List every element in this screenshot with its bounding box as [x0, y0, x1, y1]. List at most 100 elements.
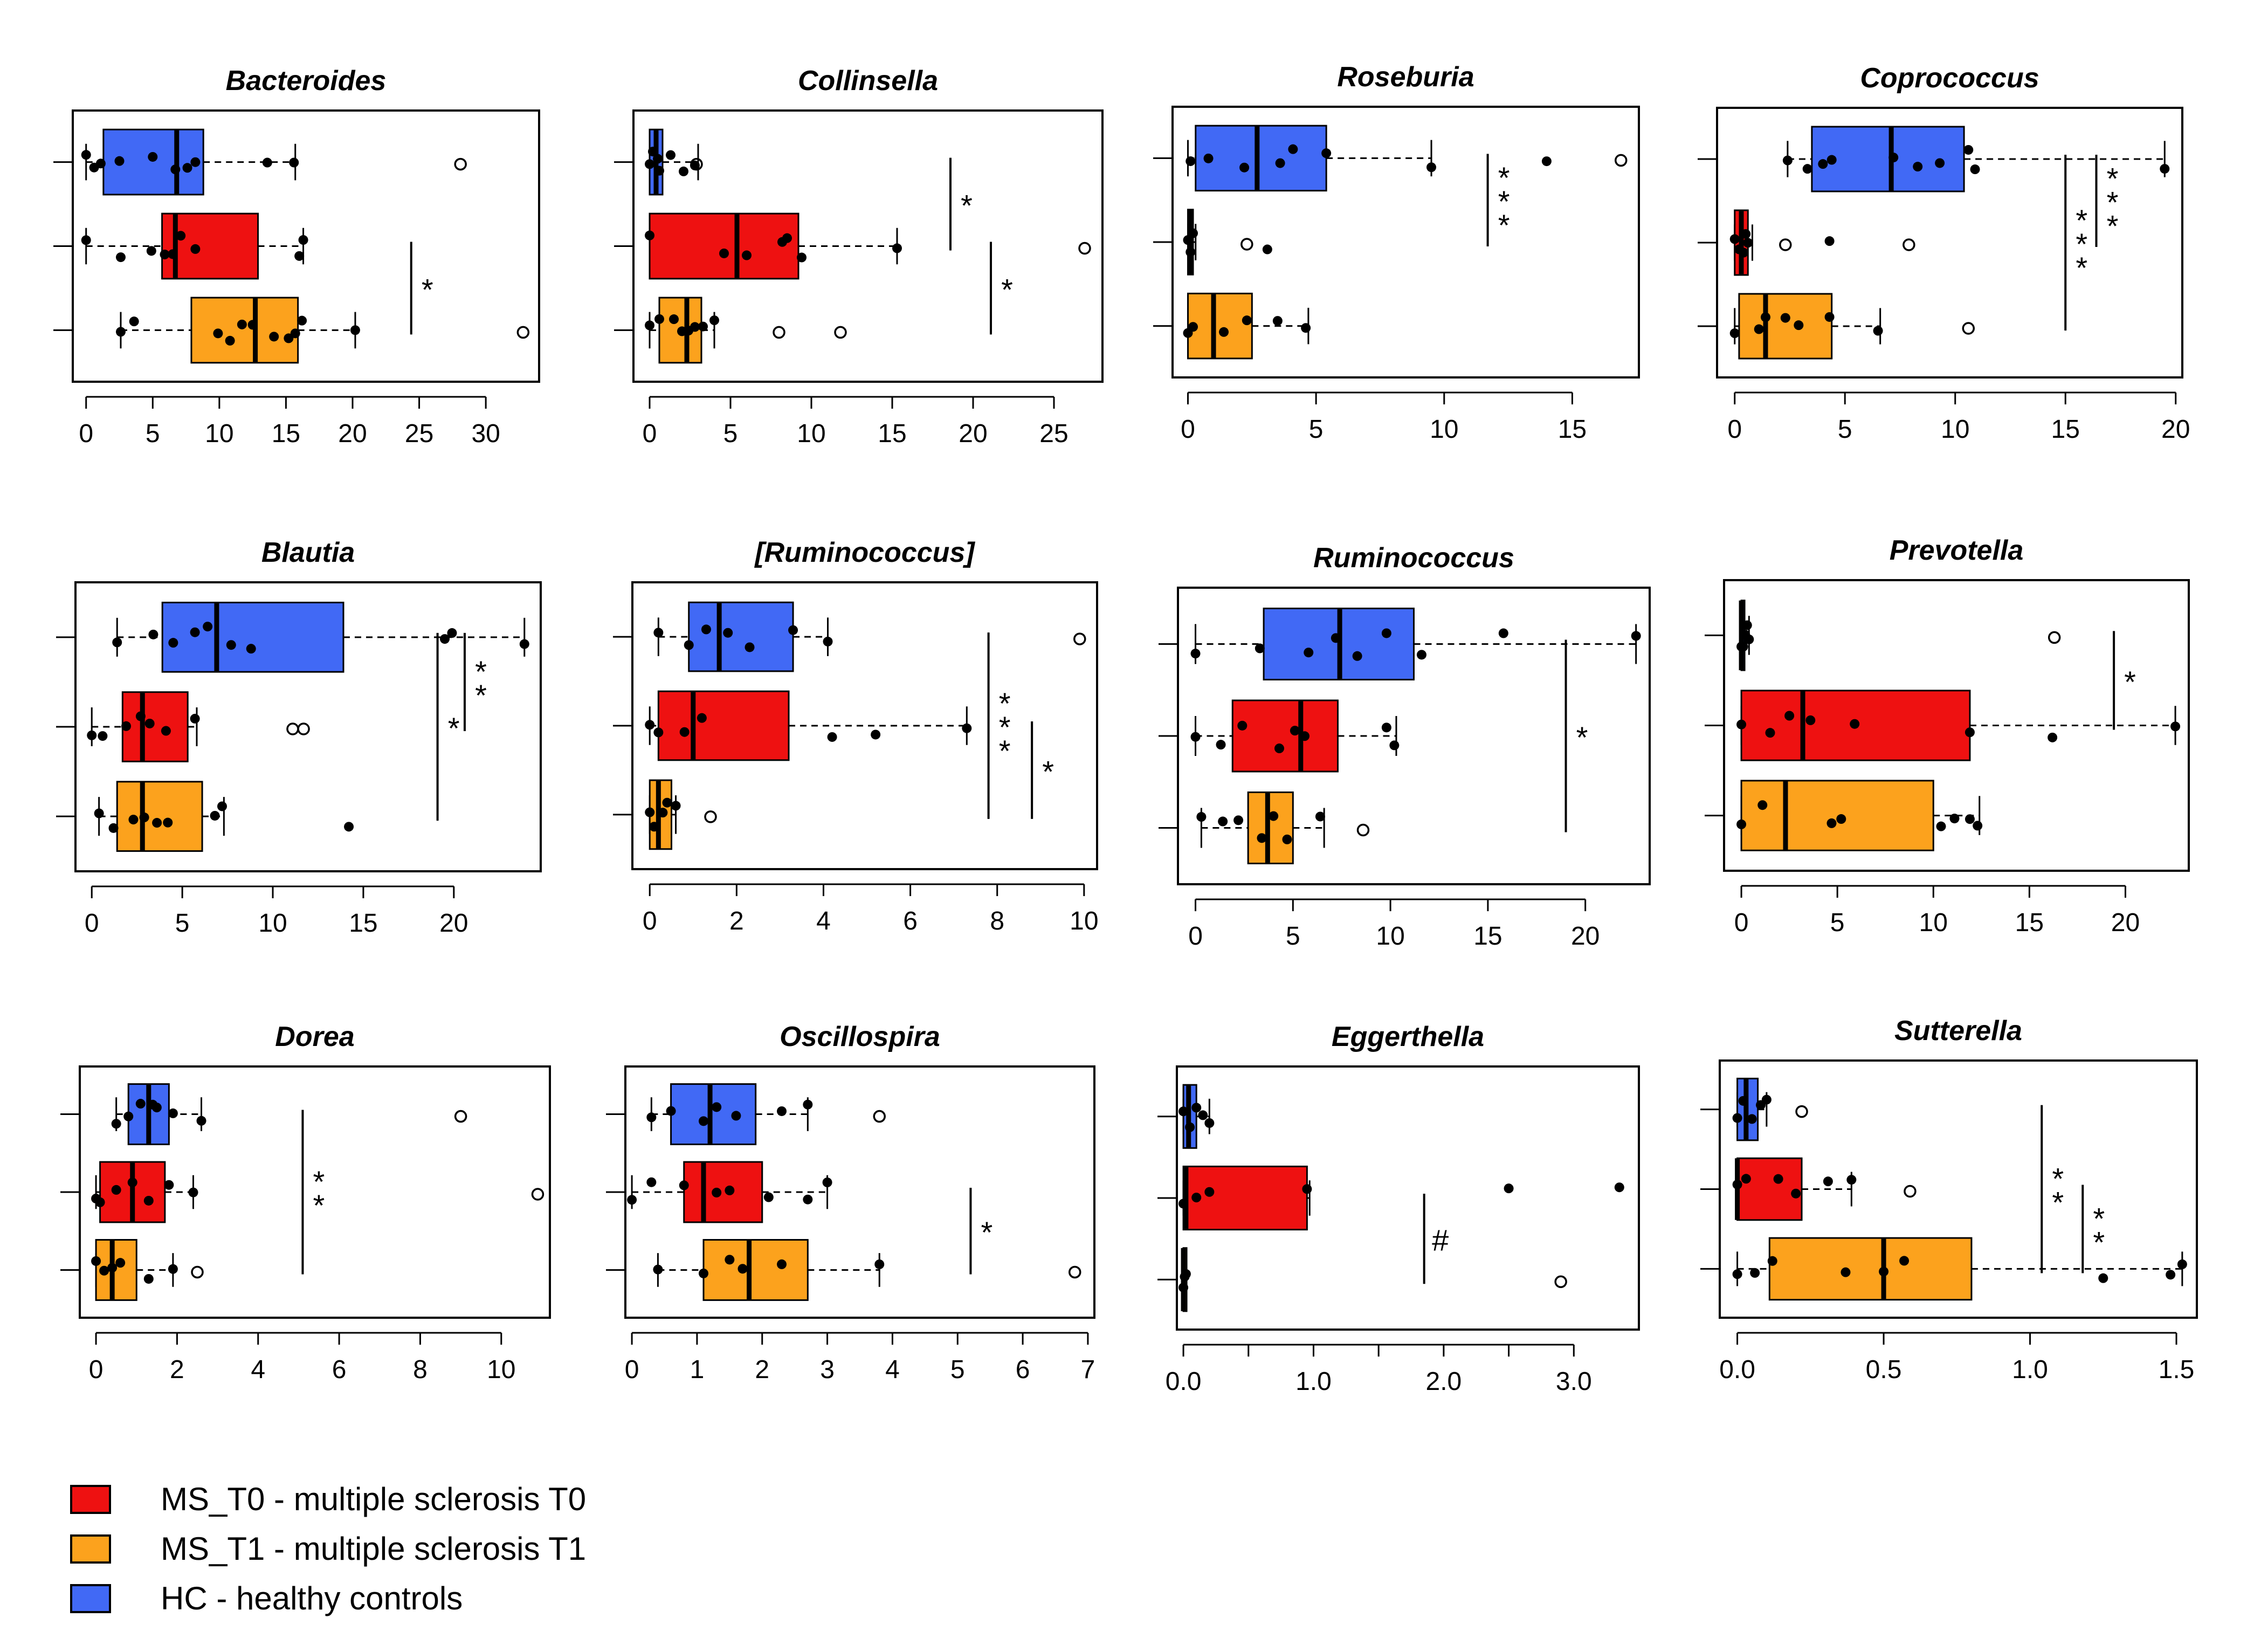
data-point: [1739, 247, 1749, 258]
significance-label: * *: [2052, 1162, 2064, 1220]
x-tick-label: 10: [1430, 415, 1458, 444]
x-tick-label: 20: [2161, 415, 2190, 444]
data-point: [111, 1119, 121, 1129]
data-point: [1178, 1199, 1189, 1209]
x-tick-label: 4: [251, 1355, 265, 1384]
data-point: [649, 822, 659, 832]
outlier-point: [516, 326, 530, 339]
significance-label: * *: [313, 1165, 325, 1222]
data-point: [1239, 162, 1250, 173]
significance-label: *: [1042, 754, 1054, 788]
x-tick-label: 0.5: [1866, 1355, 1902, 1384]
data-point: [99, 1265, 109, 1276]
data-point: [1767, 1256, 1777, 1266]
significance-label: *: [2124, 665, 2136, 699]
x-tick-label: 6: [332, 1355, 347, 1384]
data-point: [128, 815, 139, 825]
data-point: [662, 797, 672, 808]
data-point: [1190, 649, 1201, 659]
data-point: [1761, 1095, 1772, 1105]
data-point: [1237, 720, 1247, 731]
data-point: [1732, 1179, 1742, 1189]
panel-bacteroides: Bacteroides 0 5 10 15 20 25 30 *: [53, 65, 540, 448]
x-tick-label: 1.0: [1295, 1367, 1332, 1396]
x-tick-label: 3: [820, 1355, 835, 1384]
data-point: [1274, 744, 1285, 754]
data-point: [148, 152, 158, 162]
box-ms-t0: [161, 212, 259, 280]
panel-ruminococcus: Ruminococcus 0 5 10 15 20 *: [1159, 542, 1651, 951]
data-point: [1738, 642, 1748, 652]
x-tick-label: 20: [2111, 908, 2140, 937]
x-tick-label: 2.0: [1426, 1367, 1462, 1396]
outlier-point: [454, 157, 467, 171]
outlier-point: [704, 810, 717, 823]
x-tick-label: 10: [1919, 908, 1948, 937]
significance-char: *: [2093, 1225, 2105, 1259]
legend-label-ms-t0: MS_T0 - multiple sclerosis T0: [161, 1481, 587, 1517]
data-point: [627, 1195, 637, 1205]
data-point: [653, 727, 664, 738]
data-point: [98, 731, 108, 741]
data-point: [1188, 228, 1198, 238]
box-ms-t1: [1738, 293, 1833, 360]
outlier-point: [1069, 1265, 1081, 1279]
x-tick-label: 1.0: [2012, 1355, 2048, 1384]
x-tick-label: 5: [950, 1355, 965, 1384]
data-point: [690, 322, 700, 332]
panel-title-ruminococcus: [Ruminococcus]: [754, 537, 975, 568]
x-tick-label: 8: [413, 1355, 428, 1384]
data-point: [698, 321, 708, 332]
data-point: [107, 1263, 118, 1273]
data-point: [654, 166, 664, 176]
data-point: [2048, 732, 2058, 742]
data-point: [161, 726, 171, 736]
data-point: [210, 810, 220, 821]
data-point: [1784, 711, 1795, 721]
legend-swatch-ms-t1: [70, 1534, 111, 1564]
x-tick-label: 5: [146, 419, 160, 448]
data-point: [1204, 1187, 1215, 1197]
data-point: [679, 166, 688, 176]
data-point: [1824, 236, 1835, 246]
significance-char: *: [999, 734, 1011, 768]
x-tick-label: 25: [405, 419, 433, 448]
legend-swatch-ms-t0: [70, 1485, 111, 1514]
data-point: [1262, 244, 1272, 254]
significance-char: *: [2107, 162, 2119, 196]
panel-title-blautia: Blautia: [261, 537, 355, 568]
x-tick-label: 4: [816, 907, 831, 935]
data-point: [262, 157, 272, 168]
box-ms-t1: [1187, 292, 1253, 360]
panel-title-oscillospira: Oscillospira: [780, 1021, 940, 1052]
box-hc: [688, 601, 794, 672]
data-point: [1257, 833, 1267, 843]
data-point: [1826, 155, 1837, 165]
data-point: [91, 1256, 101, 1266]
box-ms-t0: [121, 691, 189, 762]
data-point: [666, 1106, 676, 1116]
x-tick-label: 5: [1309, 415, 1324, 444]
data-point: [1282, 834, 1292, 844]
significance-char: *: [1498, 184, 1510, 218]
data-point: [737, 1264, 748, 1274]
outlier-point: [834, 326, 847, 339]
significance-char: *: [422, 272, 433, 306]
data-point: [1304, 648, 1314, 658]
legend-label-hc: HC - healthy controls: [161, 1580, 463, 1616]
box-ms-t0: [649, 212, 799, 280]
outlier-point: [2048, 631, 2061, 644]
data-point: [653, 1264, 663, 1275]
significance-char: *: [961, 189, 973, 223]
data-point: [712, 1102, 722, 1112]
x-tick-label: 15: [1473, 922, 1502, 951]
data-point: [115, 1258, 126, 1268]
data-point: [1965, 727, 1975, 738]
data-point: [121, 721, 132, 731]
data-point: [108, 823, 119, 833]
data-point: [1204, 1118, 1215, 1128]
data-point: [1850, 719, 1860, 729]
significance-label: *: [1576, 720, 1588, 754]
